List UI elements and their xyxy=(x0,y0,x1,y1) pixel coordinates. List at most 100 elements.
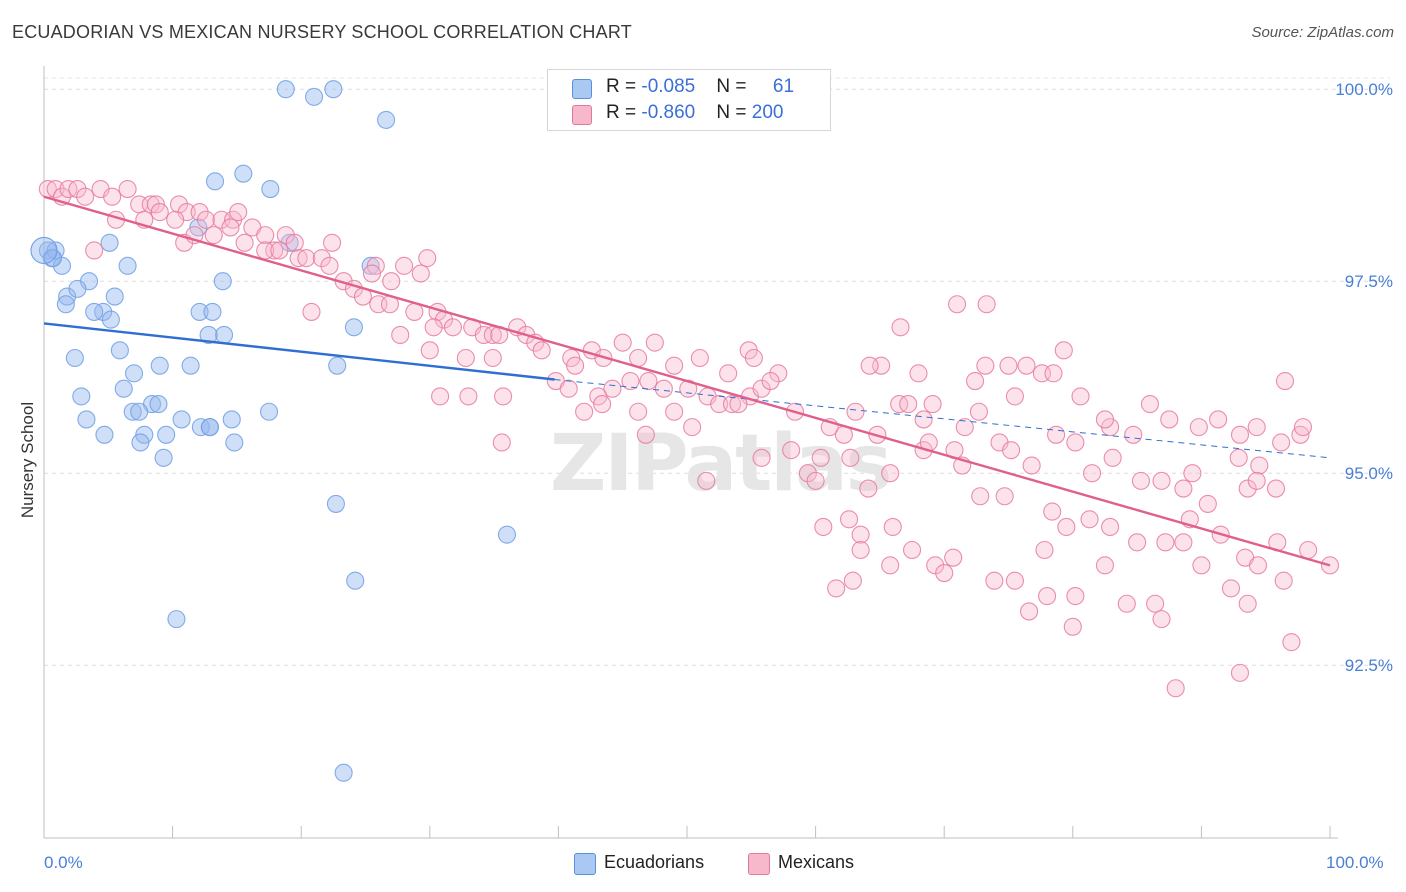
mexican-point xyxy=(559,379,578,398)
mexican-point xyxy=(85,241,104,260)
ecuadorian-point xyxy=(58,287,77,306)
mexican-point xyxy=(297,249,316,268)
legend-label-ecuadorians: Ecuadorians xyxy=(604,852,705,872)
ecuadorian-point xyxy=(118,256,137,275)
mexican-point xyxy=(1230,663,1250,682)
mexican-point xyxy=(1146,594,1165,613)
mexican-point xyxy=(752,448,771,467)
mexican-point xyxy=(1066,433,1085,452)
ecuadorian-point xyxy=(326,494,345,513)
mexican-point xyxy=(118,179,137,199)
mexican-point xyxy=(769,364,788,383)
mexican-point xyxy=(841,448,860,467)
ecuadorian-point xyxy=(199,325,218,345)
mexican-point xyxy=(1022,456,1041,475)
mexican-point xyxy=(1071,387,1090,406)
mexican-point xyxy=(492,433,511,452)
ecuadorian-point xyxy=(130,402,149,421)
mexican-point xyxy=(302,302,321,321)
ecuadorian-point xyxy=(214,325,234,345)
mexican-point xyxy=(744,348,763,368)
mexican-point xyxy=(1156,533,1175,552)
mexican-point xyxy=(645,333,664,352)
mexican-point xyxy=(418,249,437,268)
mexican-point xyxy=(103,187,122,206)
mexican-point xyxy=(1057,517,1076,537)
mexican-point xyxy=(977,295,996,314)
ecuadorian-point xyxy=(497,525,517,544)
mexican-point xyxy=(362,264,381,283)
mexican-point xyxy=(1198,494,1217,513)
mexican-point xyxy=(971,487,990,506)
mexican-point xyxy=(1035,540,1054,560)
mexican-point xyxy=(613,333,632,352)
mexican-point xyxy=(1043,502,1062,521)
mexican-point xyxy=(851,540,870,560)
ecuadorian-point xyxy=(203,302,222,321)
mexican-point xyxy=(969,402,988,421)
mexican-point xyxy=(395,256,414,275)
mexican-point xyxy=(1152,471,1171,490)
ecuadorian-point xyxy=(225,433,244,452)
ecuadorian-point xyxy=(261,179,280,199)
mexican-point xyxy=(1299,540,1318,560)
mexican-point xyxy=(566,356,585,375)
chart-title: ECUADORIAN VS MEXICAN NURSERY SCHOOL COR… xyxy=(12,22,632,42)
mexican-point xyxy=(1044,364,1063,383)
mexican-point xyxy=(1274,571,1293,590)
ecuadorian-point xyxy=(346,571,365,590)
ecuadorian-point xyxy=(95,425,114,444)
ecuadorian-point xyxy=(101,310,120,329)
mexican-point xyxy=(639,371,658,391)
mexican-point xyxy=(1174,479,1193,498)
mexicans-points xyxy=(38,179,1340,698)
mexican-point xyxy=(382,272,401,291)
mexican-point xyxy=(761,371,780,391)
ecuadorians-trend-line xyxy=(43,322,555,381)
legend-swatch-mexicans-bottom xyxy=(748,853,770,875)
mexican-point xyxy=(1095,410,1114,429)
mexican-point xyxy=(782,441,801,460)
mexican-point xyxy=(166,210,185,229)
mexican-point xyxy=(1152,610,1171,629)
ecuadorian-point xyxy=(222,410,241,429)
mexican-point xyxy=(1160,410,1179,429)
ecuadorian-point xyxy=(72,387,91,406)
mexican-point xyxy=(405,302,424,321)
mexican-point xyxy=(68,179,87,199)
ecuadorian-point xyxy=(361,256,380,275)
legend-text-ecuadorians: R = -0.085 N = 61 xyxy=(606,76,795,97)
mexican-point xyxy=(1103,448,1122,467)
mexican-point xyxy=(391,325,410,345)
mexican-point xyxy=(999,356,1018,375)
mexican-point xyxy=(1038,587,1057,606)
mexican-point xyxy=(285,233,304,252)
mexican-point xyxy=(955,418,974,437)
ecuadorian-point xyxy=(149,395,168,414)
mexican-point xyxy=(798,464,817,483)
mexican-point xyxy=(532,341,551,360)
mexican-point xyxy=(851,525,870,544)
mexican-point xyxy=(169,195,189,214)
mexican-point xyxy=(1293,418,1313,437)
mexican-point xyxy=(1128,533,1147,552)
ecuadorian-point xyxy=(157,425,176,444)
mexican-point xyxy=(603,379,622,398)
mexican-point xyxy=(1209,410,1228,429)
ecuadorian-point xyxy=(124,364,144,383)
mexican-point xyxy=(1229,448,1248,467)
mexican-point xyxy=(1095,556,1114,575)
ecuadorian-point xyxy=(68,279,87,298)
mexican-point xyxy=(483,348,502,368)
mexican-point xyxy=(621,371,640,391)
mexican-point xyxy=(665,402,684,421)
mexican-point xyxy=(891,318,910,337)
mexican-point xyxy=(1117,594,1136,613)
mexican-point xyxy=(196,210,216,229)
legend-swatch-ecuadorians-bottom xyxy=(574,853,596,875)
mexican-point xyxy=(814,517,833,537)
mexican-point xyxy=(881,464,900,483)
mexican-point xyxy=(235,233,254,252)
ecuadorian-point xyxy=(123,402,142,421)
ecuadorian-point xyxy=(305,87,324,106)
